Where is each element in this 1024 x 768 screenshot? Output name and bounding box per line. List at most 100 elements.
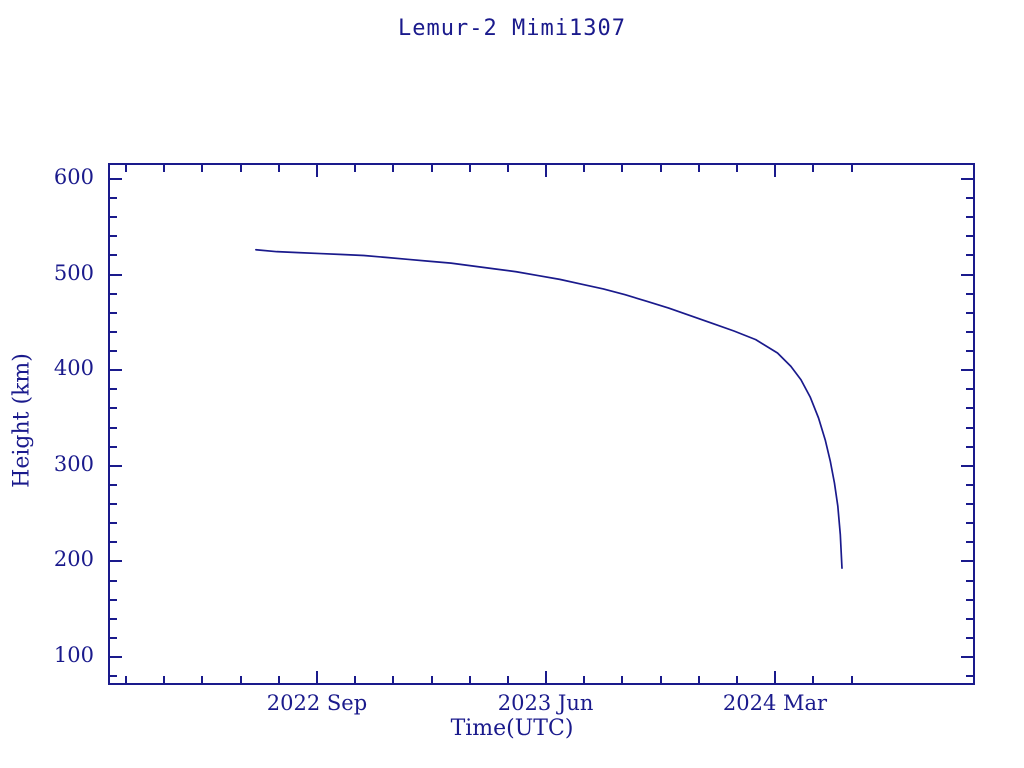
x-tick-minor-top	[659, 163, 662, 172]
x-tick-minor	[621, 676, 624, 685]
y-tick-minor	[108, 292, 117, 295]
x-tick-minor	[812, 676, 815, 685]
x-tick-minor-top	[239, 163, 242, 172]
x-tick-minor-top	[354, 163, 357, 172]
y-tick-minor-right	[966, 522, 975, 525]
chart-title: Lemur-2 Mimi1307	[398, 16, 626, 41]
x-tick-major	[316, 671, 318, 685]
x-tick-major-top	[545, 163, 548, 177]
x-tick-major	[774, 671, 777, 685]
x-tick-minor	[430, 676, 433, 685]
x-tick-minor	[354, 676, 357, 685]
y-tick-minor-right	[966, 235, 975, 238]
y-tick-minor	[108, 445, 117, 448]
y-tick-major-right	[961, 464, 975, 467]
y-tick-label: 500	[53, 260, 94, 285]
x-tick-minor	[850, 676, 853, 685]
y-tick-minor	[108, 311, 117, 314]
plot-frame	[108, 163, 975, 685]
y-tick-minor	[108, 522, 117, 525]
x-tick-minor-top	[201, 163, 204, 172]
y-tick-minor-right	[966, 216, 975, 219]
x-tick-minor	[163, 676, 166, 685]
x-tick-minor	[583, 676, 586, 685]
x-tick-minor-top	[812, 163, 815, 172]
y-tick-minor	[108, 388, 117, 391]
y-tick-minor-right	[966, 598, 975, 601]
y-tick-minor	[108, 598, 117, 601]
y-tick-minor	[108, 541, 117, 544]
x-tick-minor	[277, 676, 280, 685]
x-axis-title: Time(UTC)	[450, 716, 574, 741]
y-tick-minor	[108, 503, 117, 506]
y-tick-minor	[108, 330, 117, 333]
y-tick-major	[108, 369, 122, 372]
y-tick-minor-right	[966, 483, 975, 486]
y-tick-minor-right	[966, 445, 975, 448]
x-tick-minor	[239, 676, 242, 685]
x-tick-minor-top	[506, 163, 509, 172]
y-tick-minor-right	[966, 675, 975, 678]
y-tick-minor-right	[966, 311, 975, 314]
y-tick-major	[108, 560, 122, 563]
y-axis-title: Height (km)	[9, 353, 35, 488]
y-tick-label: 100	[53, 643, 94, 667]
x-tick-label: 2024 Mar	[722, 691, 828, 715]
x-tick-minor-top	[163, 163, 166, 172]
y-tick-label: 600	[53, 165, 94, 189]
x-tick-minor-top	[850, 163, 853, 172]
y-tick-minor	[108, 426, 117, 429]
y-tick-major	[108, 178, 122, 180]
x-tick-minor-top	[468, 163, 471, 172]
x-tick-label: 2023 Jun	[497, 691, 594, 715]
y-tick-minor-right	[966, 617, 975, 620]
x-tick-minor-top	[392, 163, 395, 172]
x-tick-minor	[506, 676, 509, 685]
x-tick-major	[545, 671, 548, 685]
y-tick-minor	[108, 579, 117, 582]
y-tick-minor	[108, 254, 117, 257]
y-tick-minor	[108, 483, 117, 486]
y-tick-minor	[108, 617, 117, 620]
y-tick-minor-right	[966, 426, 975, 429]
y-tick-minor-right	[966, 636, 975, 639]
x-tick-major-top	[774, 163, 777, 177]
y-tick-minor	[108, 636, 117, 639]
x-tick-minor	[201, 676, 204, 685]
x-tick-minor	[697, 676, 700, 685]
y-tick-minor-right	[966, 197, 975, 200]
y-tick-label: 200	[53, 547, 94, 572]
y-tick-major-right	[961, 560, 975, 563]
y-tick-major-right	[961, 273, 975, 276]
y-tick-major	[108, 464, 122, 467]
y-tick-major-right	[961, 656, 975, 658]
x-tick-minor	[735, 676, 738, 685]
x-tick-minor-top	[735, 163, 738, 172]
x-tick-label: 2022 Sep	[266, 691, 368, 715]
x-tick-minor-top	[125, 163, 128, 172]
y-tick-minor-right	[966, 292, 975, 295]
y-tick-minor	[108, 235, 117, 238]
y-tick-label: 400	[53, 356, 94, 381]
x-tick-major-top	[316, 163, 318, 177]
y-tick-major-right	[961, 178, 975, 180]
y-tick-major-right	[961, 369, 975, 372]
y-tick-minor-right	[966, 579, 975, 582]
x-tick-minor-top	[583, 163, 586, 172]
x-tick-minor	[392, 676, 395, 685]
y-tick-minor-right	[966, 388, 975, 391]
y-tick-minor	[108, 407, 117, 410]
x-tick-minor-top	[277, 163, 280, 172]
y-tick-minor-right	[966, 503, 975, 506]
y-tick-major	[108, 656, 122, 658]
y-tick-minor-right	[966, 254, 975, 257]
y-tick-minor-right	[966, 407, 975, 410]
x-tick-minor-top	[430, 163, 433, 172]
y-tick-major	[108, 273, 122, 276]
x-tick-minor-top	[621, 163, 624, 172]
y-tick-label: 300	[53, 451, 94, 476]
x-tick-minor	[468, 676, 471, 685]
y-tick-minor	[108, 216, 117, 219]
y-tick-minor-right	[966, 350, 975, 353]
y-tick-minor	[108, 350, 117, 353]
